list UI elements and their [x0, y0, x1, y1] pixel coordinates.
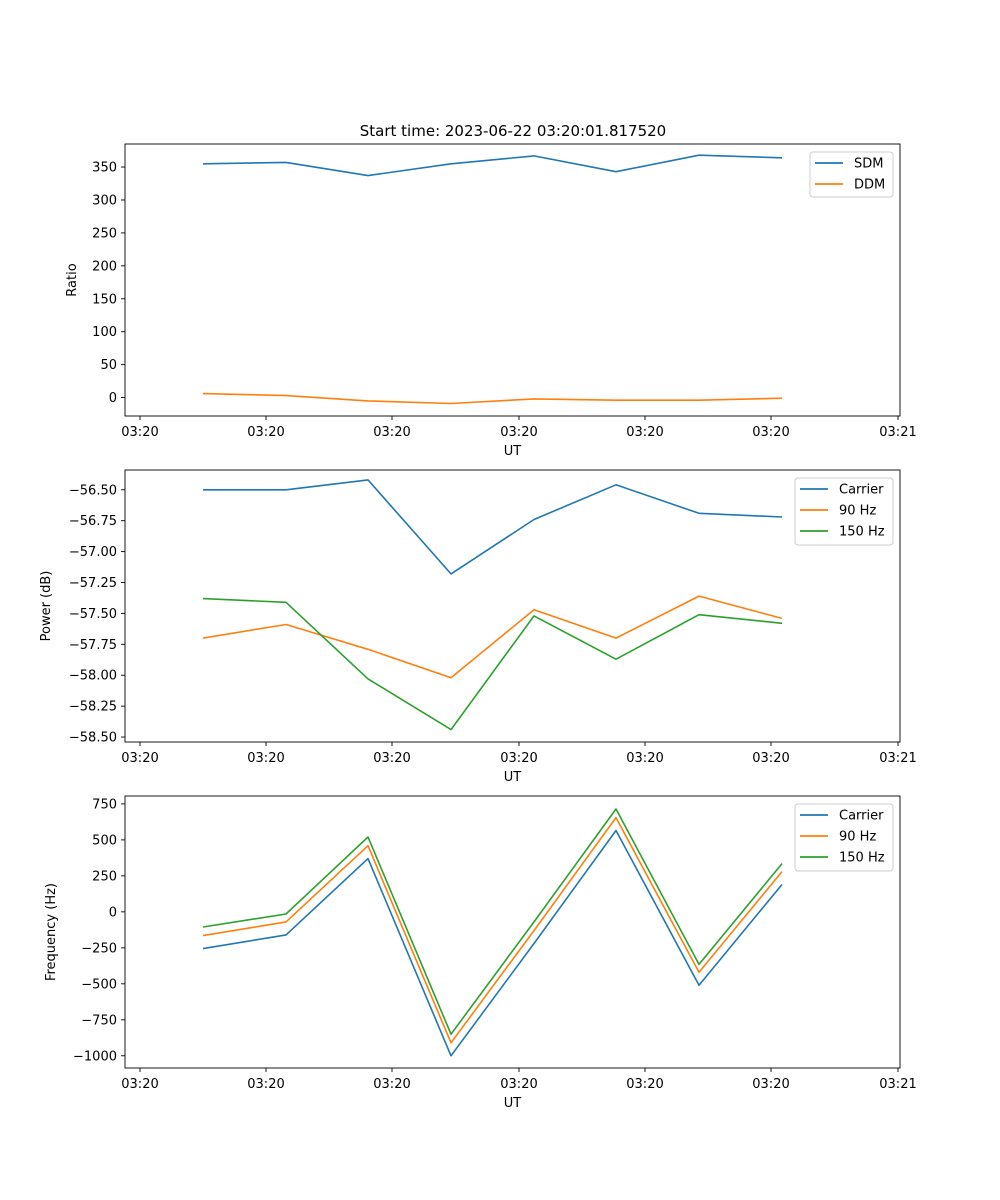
- y-tick-label: −58.25: [69, 700, 117, 715]
- series-line-carrier: [203, 479, 783, 575]
- x-axis-label: UT: [504, 770, 522, 785]
- x-tick-label: 03:20: [373, 751, 410, 766]
- axes-frame: [124, 795, 901, 1069]
- legend-box: [794, 803, 894, 872]
- legend-label: Carrier: [839, 483, 884, 498]
- y-tick-label: −500: [81, 977, 117, 992]
- x-tick-label: 03:20: [626, 1077, 663, 1092]
- x-tick-label: 03:20: [500, 751, 537, 766]
- y-tick-label: 0: [109, 391, 117, 406]
- y-tick-label: 200: [92, 259, 117, 274]
- x-axis-label: UT: [504, 1096, 522, 1111]
- y-tick-label: −58.00: [69, 669, 117, 684]
- y-tick-label: −250: [81, 941, 117, 956]
- legend-label: SDM: [854, 157, 883, 172]
- y-tick-label: 350: [92, 161, 117, 176]
- legend-label: 150 Hz: [839, 851, 885, 866]
- x-tick-label: 03:20: [247, 1077, 284, 1092]
- legend-label: DDM: [854, 178, 885, 193]
- y-tick-label: 250: [92, 226, 117, 241]
- series-line-150-hz: [202, 808, 783, 1035]
- y-tick-label: −58.50: [69, 731, 117, 746]
- y-tick-label: −750: [81, 1013, 117, 1028]
- x-tick-label: 03:20: [247, 751, 284, 766]
- y-tick-label: −57.75: [69, 638, 117, 653]
- y-tick-label: 750: [92, 797, 117, 812]
- legend: Carrier 90 Hz 150 Hz: [794, 477, 894, 546]
- y-axis-label: Power (dB): [39, 571, 54, 642]
- x-tick-label: 03:20: [752, 751, 789, 766]
- y-tick-label: −57.25: [69, 576, 117, 591]
- x-tick-label: 03:20: [626, 751, 663, 766]
- legend: Carrier 90 Hz 150 Hz: [794, 803, 894, 872]
- y-tick-label: 300: [92, 193, 117, 208]
- y-tick-label: 50: [100, 358, 117, 373]
- x-tick-label: 03:21: [879, 425, 916, 440]
- series-line-sdm: [202, 154, 783, 177]
- x-tick-label: 03:20: [247, 425, 284, 440]
- y-tick-label: −57.50: [69, 607, 117, 622]
- x-tick-label: 03:20: [373, 425, 410, 440]
- y-tick-label: 0: [109, 905, 117, 920]
- x-tick-label: 03:20: [626, 425, 663, 440]
- legend-label: 90 Hz: [839, 504, 876, 519]
- legend-label: 150 Hz: [839, 525, 885, 540]
- x-tick-label: 03:20: [121, 425, 158, 440]
- panel-ratio: 03:20 03:20 03:20 03:20 03:20 03:20 03:21 0 50 10…: [65, 143, 917, 459]
- series-line-90-hz: [202, 595, 783, 679]
- x-tick-label: 03:21: [879, 1077, 916, 1092]
- legend: SDM DDM: [809, 151, 894, 198]
- x-tick-label: 03:20: [373, 1077, 410, 1092]
- y-tick-label: 250: [92, 869, 117, 884]
- y-tick-label: −1000: [73, 1049, 117, 1064]
- y-tick-label: −56.75: [69, 514, 117, 529]
- panel-frequency: 03:20 03:20 03:20 03:20 03:20 03:20 03:21 750 50…: [44, 795, 917, 1111]
- x-tick-label: 03:20: [500, 425, 537, 440]
- y-tick-label: 100: [92, 325, 117, 340]
- y-axis-label: Frequency (Hz): [44, 883, 59, 981]
- axes-frame: [124, 469, 901, 743]
- x-tick-label: 03:20: [121, 751, 158, 766]
- y-tick-label: −57.00: [69, 545, 117, 560]
- legend-label: Carrier: [839, 809, 884, 824]
- figure-title: Start time: 2023-06-22 03:20:01.817520: [360, 122, 666, 140]
- series-line-90-hz: [202, 816, 783, 1044]
- x-tick-label: 03:20: [121, 1077, 158, 1092]
- legend-label: 90 Hz: [839, 830, 876, 845]
- panel-power: 03:20 03:20 03:20 03:20 03:20 03:20 03:21 −56.5…: [39, 469, 917, 785]
- y-tick-label: 150: [92, 292, 117, 307]
- legend-box: [794, 477, 894, 546]
- x-tick-label: 03:20: [752, 1077, 789, 1092]
- y-tick-label: −56.50: [69, 483, 117, 498]
- series-line-ddm: [202, 392, 783, 405]
- x-tick-label: 03:21: [879, 751, 916, 766]
- axes-frame: [124, 143, 901, 417]
- y-axis-label: Ratio: [65, 263, 80, 296]
- x-tick-label: 03:20: [752, 425, 789, 440]
- series-line-150-hz: [202, 597, 783, 731]
- x-tick-label: 03:20: [500, 1077, 537, 1092]
- x-axis-label: UT: [504, 444, 522, 459]
- series-line-carrier: [202, 829, 783, 1057]
- y-tick-label: 500: [92, 833, 117, 848]
